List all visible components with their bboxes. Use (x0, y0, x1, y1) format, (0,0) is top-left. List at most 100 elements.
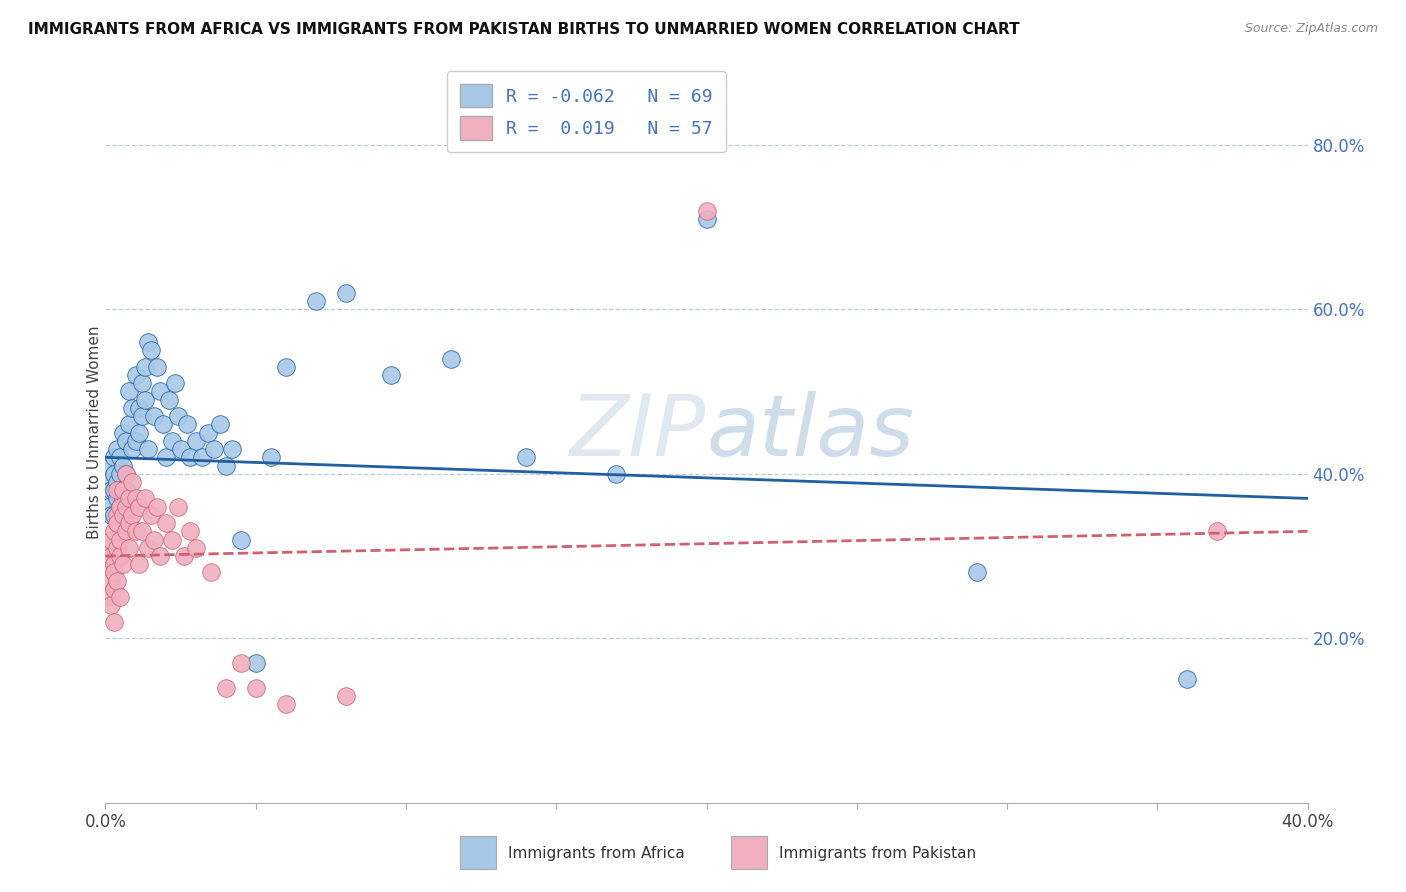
Point (115, 500, 138, 514)
Point (121, 475, 143, 489)
Point (155, 450, 177, 465)
Point (115, 483, 138, 498)
Point (121, 401, 143, 415)
Point (160, 533, 183, 547)
Point (110, 450, 132, 465)
Point (202, 442, 225, 456)
Point (124, 368, 146, 382)
Point (103, 582, 125, 596)
Legend: R = -0.062   N = 69, R =  0.019   N = 57: R = -0.062 N = 69, R = 0.019 N = 57 (447, 71, 725, 153)
Point (139, 343, 162, 358)
Point (97, 566, 120, 580)
Point (190, 450, 212, 465)
Point (145, 359, 167, 374)
Point (136, 335, 159, 350)
Point (107, 541, 129, 555)
Point (160, 434, 183, 448)
Point (176, 417, 198, 432)
Point (115, 524, 138, 539)
Point (128, 401, 150, 415)
Point (245, 681, 267, 695)
Point (148, 549, 170, 563)
Point (134, 491, 156, 506)
Point (107, 516, 129, 530)
Point (335, 285, 357, 300)
Point (103, 566, 125, 580)
Point (103, 558, 125, 572)
Point (221, 442, 243, 456)
Point (155, 516, 177, 530)
Point (173, 549, 195, 563)
Point (107, 574, 129, 588)
Point (103, 483, 125, 498)
FancyBboxPatch shape (731, 836, 766, 870)
Point (112, 508, 135, 522)
Point (110, 533, 132, 547)
Point (274, 697, 297, 711)
Point (184, 434, 207, 448)
Point (166, 500, 188, 514)
Point (179, 450, 201, 465)
Point (124, 491, 146, 506)
Point (966, 566, 988, 580)
Text: Immigrants from Pakistan: Immigrants from Pakistan (779, 846, 976, 861)
Point (103, 508, 125, 522)
Point (335, 689, 357, 703)
Point (696, 203, 718, 218)
Point (118, 384, 141, 399)
Point (115, 467, 138, 481)
Text: Immigrants from Africa: Immigrants from Africa (508, 846, 685, 861)
Point (112, 491, 135, 506)
Point (100, 549, 122, 563)
Point (100, 458, 122, 473)
Point (107, 475, 129, 489)
Point (121, 442, 143, 456)
Point (97, 475, 120, 489)
Point (274, 359, 297, 374)
Point (134, 392, 156, 407)
Point (184, 541, 207, 555)
Text: atlas: atlas (707, 391, 914, 475)
Point (200, 566, 222, 580)
Point (103, 450, 125, 465)
Point (110, 500, 132, 514)
Text: ZIP: ZIP (571, 391, 707, 475)
Point (100, 483, 122, 498)
Point (107, 442, 129, 456)
Point (107, 491, 129, 506)
Point (136, 442, 159, 456)
Point (214, 458, 236, 473)
Point (118, 491, 141, 506)
Point (131, 524, 153, 539)
Point (110, 590, 132, 604)
Point (245, 656, 267, 670)
Point (197, 425, 219, 440)
Point (118, 516, 141, 530)
Point (97, 500, 120, 514)
Point (115, 434, 138, 448)
Point (103, 615, 125, 629)
Point (97, 590, 120, 604)
Point (124, 524, 146, 539)
Point (121, 508, 143, 522)
Point (103, 467, 125, 481)
Point (100, 599, 122, 613)
Point (107, 483, 129, 498)
Point (260, 450, 283, 465)
Point (103, 524, 125, 539)
Point (145, 500, 167, 514)
Text: IMMIGRANTS FROM AFRICA VS IMMIGRANTS FROM PAKISTAN BIRTHS TO UNMARRIED WOMEN COR: IMMIGRANTS FROM AFRICA VS IMMIGRANTS FRO… (28, 22, 1019, 37)
Point (136, 541, 159, 555)
Point (179, 524, 201, 539)
Point (229, 533, 252, 547)
Point (515, 450, 537, 465)
Point (139, 508, 162, 522)
Point (107, 508, 129, 522)
Point (169, 442, 191, 456)
Point (696, 211, 718, 226)
Point (142, 533, 165, 547)
Point (128, 558, 150, 572)
Point (440, 351, 463, 366)
Point (163, 376, 186, 391)
Point (115, 467, 138, 481)
